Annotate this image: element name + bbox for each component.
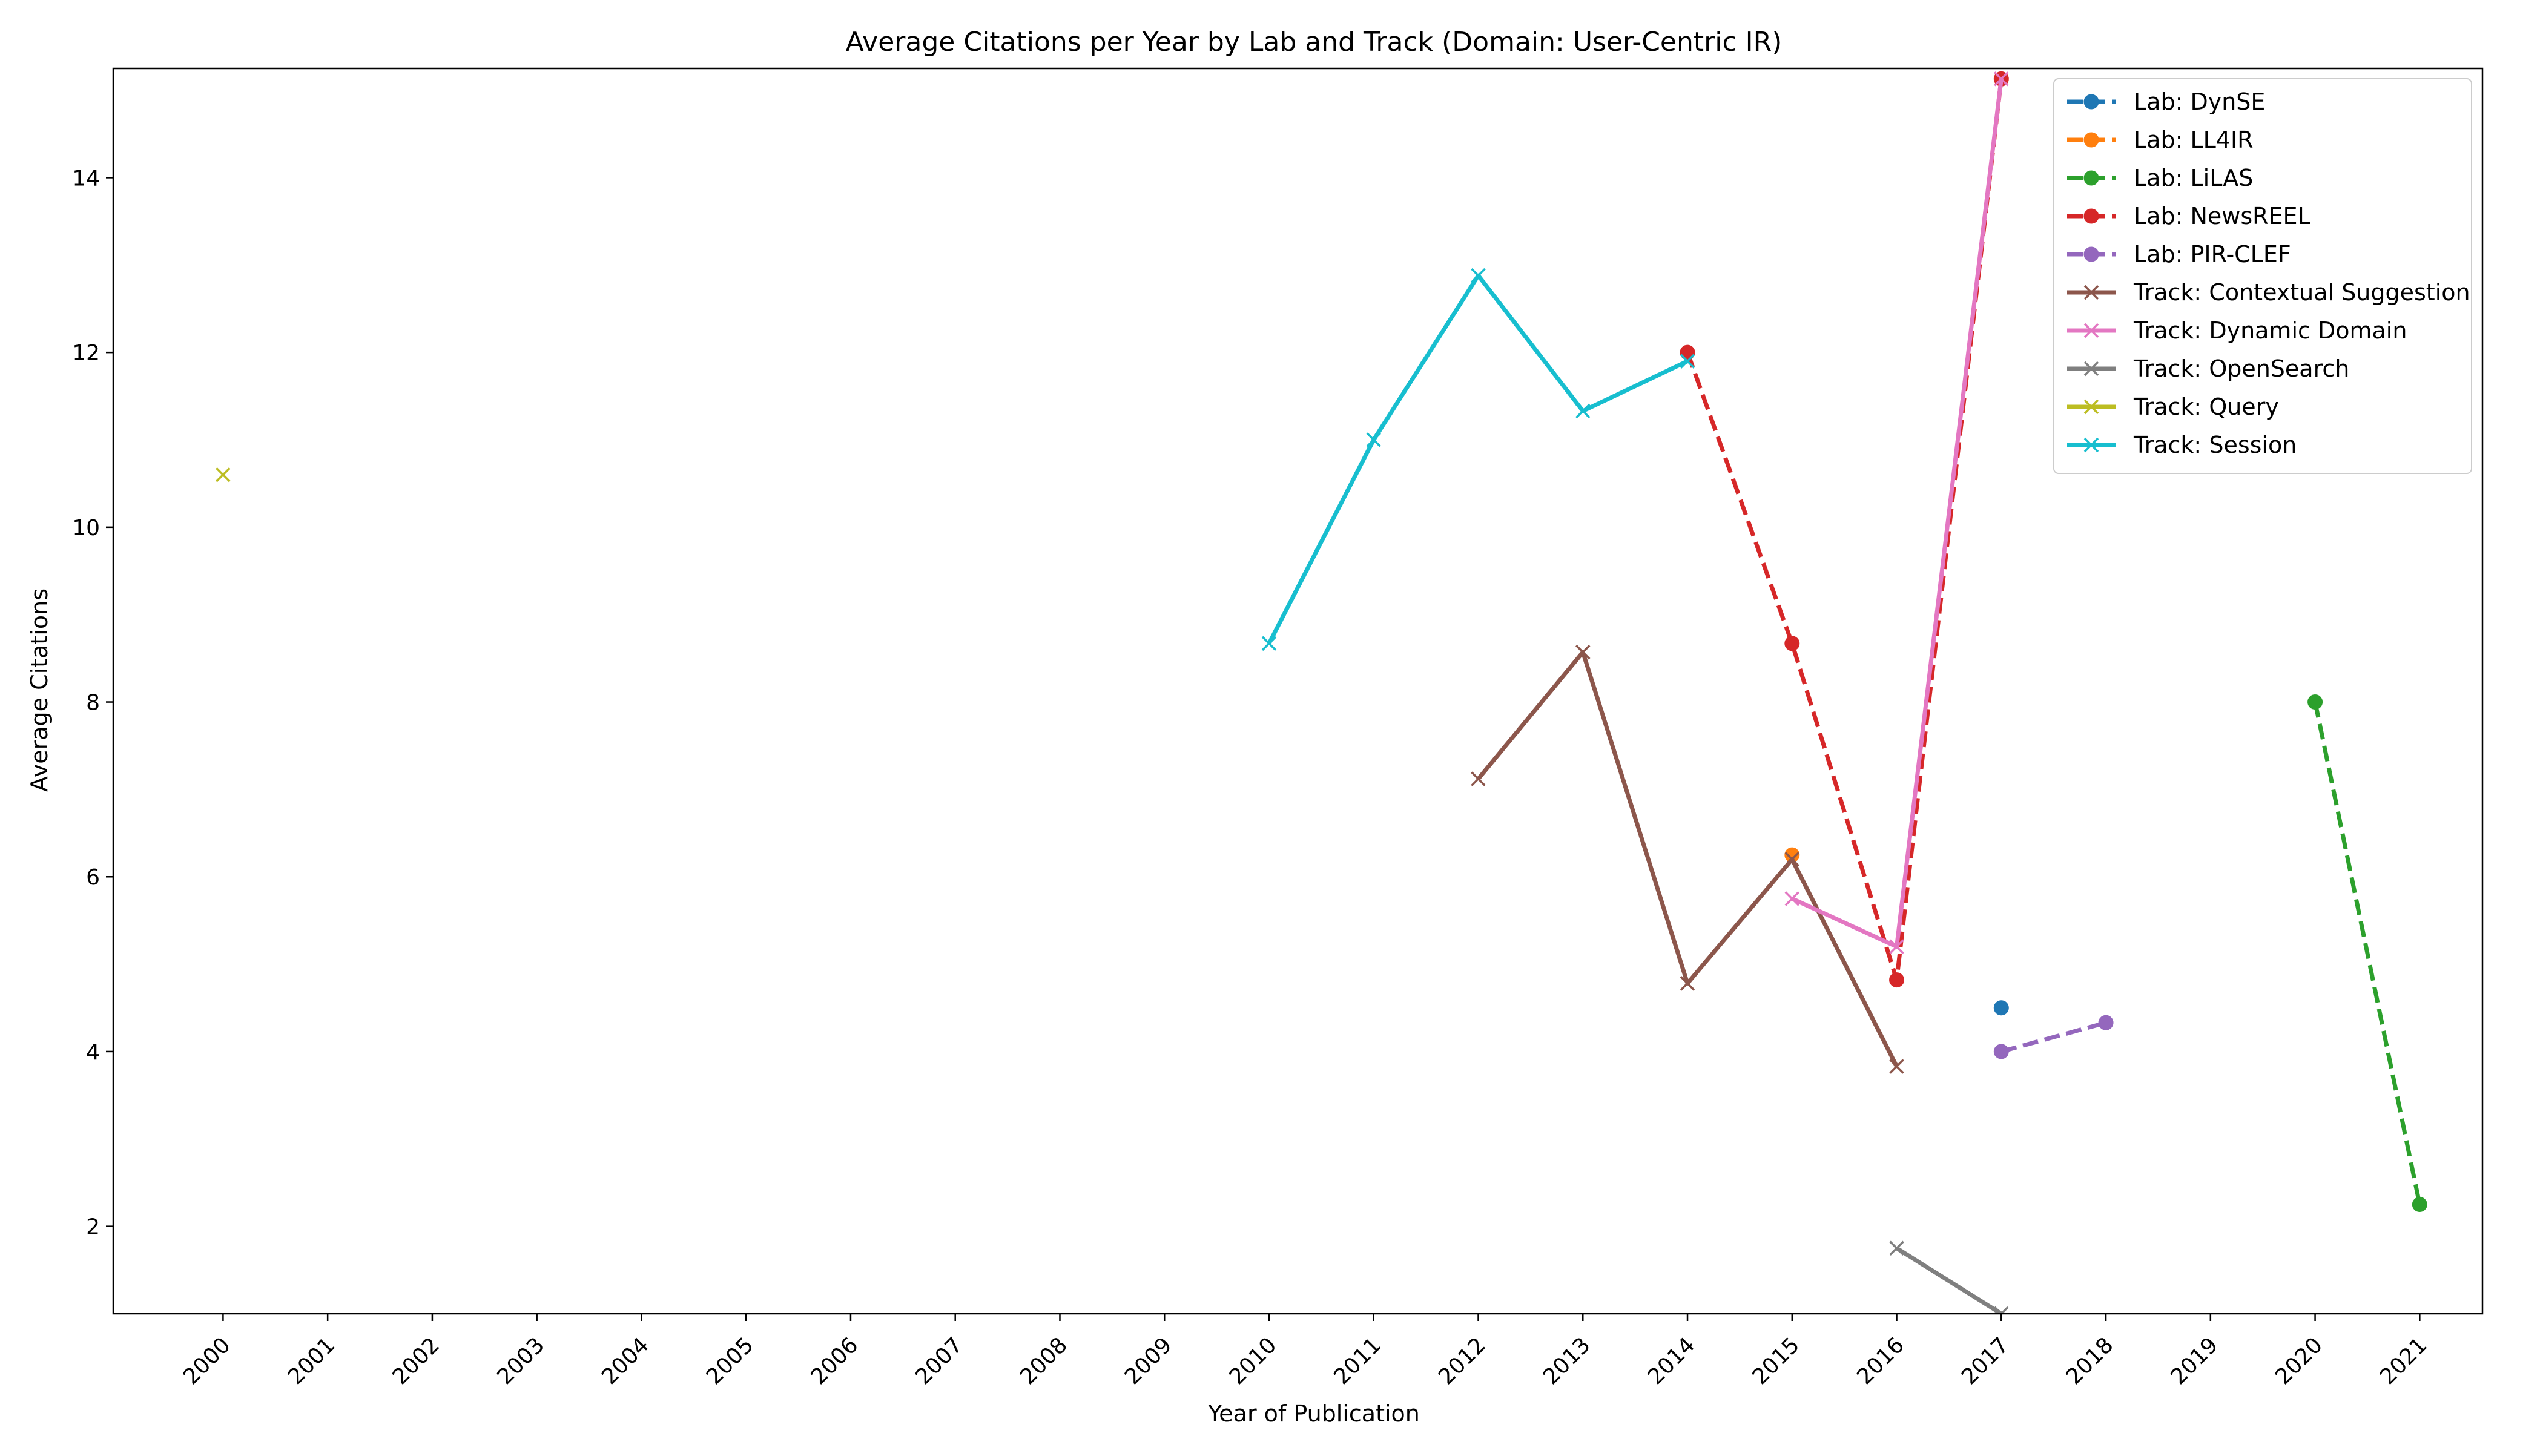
x-axis-label: Year of Publication xyxy=(1207,1400,1420,1427)
data-point-x xyxy=(1366,432,1381,447)
series-4 xyxy=(1993,1015,2114,1059)
data-point-x xyxy=(1471,771,1486,786)
data-point xyxy=(2098,1015,2114,1030)
data-point-x xyxy=(1471,268,1486,283)
data-point xyxy=(2412,1197,2427,1213)
data-point-x xyxy=(1784,891,1800,906)
legend-label: Lab: LL4IR xyxy=(2134,127,2254,153)
y-tick-label: 12 xyxy=(72,341,100,366)
legend-box xyxy=(2053,78,2472,474)
y-tick-label: 8 xyxy=(86,691,100,716)
legend-label: Track: Contextual Suggestion xyxy=(2133,279,2470,306)
legend-label: Lab: LiLAS xyxy=(2134,165,2253,191)
series-line xyxy=(1895,1246,2003,1314)
legend-marker xyxy=(2083,437,2099,453)
legend-label: Lab: PIR-CLEF xyxy=(2134,241,2291,268)
y-tick-label: 6 xyxy=(86,865,100,890)
series-line xyxy=(1685,78,2004,983)
data-point-x xyxy=(1261,636,1277,651)
legend-marker xyxy=(2083,132,2099,148)
series-8 xyxy=(216,467,231,483)
data-point-x xyxy=(1575,403,1591,419)
data-point-x xyxy=(1889,1059,1904,1074)
legend-marker xyxy=(2083,399,2099,415)
legend-marker xyxy=(2083,285,2099,300)
legend: Lab: DynSE Lab: LL4IR Lab: LiLAS Lab: NewsR… xyxy=(2053,78,2472,474)
data-point-x xyxy=(216,467,231,483)
data-point-x xyxy=(1994,71,2009,87)
data-point xyxy=(1993,1044,2009,1059)
series-0 xyxy=(1993,1000,2009,1016)
series-line xyxy=(2000,1020,2106,1054)
legend-entry: Track: OpenSearch xyxy=(2067,355,2349,382)
legend-label: Lab: DynSE xyxy=(2134,88,2265,115)
data-point-x xyxy=(1889,1240,1904,1256)
plot-frame xyxy=(112,67,2484,1315)
series-6 xyxy=(1784,71,2009,954)
legend-marker xyxy=(2083,361,2099,377)
data-point-x xyxy=(1575,645,1591,660)
legend-label: Track: Query xyxy=(2133,394,2279,420)
chart-title: Average Citations per Year by Lab and Tr… xyxy=(846,27,1783,58)
legend-entry: Track: Query xyxy=(2067,394,2279,420)
series-line xyxy=(2313,701,2422,1205)
legend-label: Lab: NewsREEL xyxy=(2134,203,2310,229)
data-point xyxy=(1784,636,1800,651)
y-tick-label: 14 xyxy=(72,166,100,191)
series-9 xyxy=(1261,268,1695,651)
series-2 xyxy=(2307,694,2427,1213)
legend-marker xyxy=(2083,208,2099,224)
data-point-x xyxy=(1994,1306,2009,1314)
legend-entry: Track: Contextual Suggestion xyxy=(2067,279,2470,306)
legend-entry: Track: Session xyxy=(2067,432,2297,458)
data-point xyxy=(2307,694,2323,710)
data-point xyxy=(1993,1000,2009,1016)
data-point-x xyxy=(1680,354,1695,369)
legend-entry: Lab: DynSE xyxy=(2067,88,2265,115)
y-tick-label: 10 xyxy=(72,516,100,541)
legend-marker xyxy=(2083,246,2099,262)
data-point-x xyxy=(1784,852,1800,867)
legend-label: Track: Session xyxy=(2133,432,2297,458)
plot-area xyxy=(216,71,2427,1314)
legend-marker xyxy=(2083,94,2099,110)
legend-entry: Lab: PIR-CLEF xyxy=(2067,241,2291,268)
legend-entry: Lab: NewsREEL xyxy=(2067,203,2310,229)
data-point-x xyxy=(1889,939,1904,954)
legend-label: Track: OpenSearch xyxy=(2133,355,2349,382)
y-tick-label: 2 xyxy=(86,1215,100,1240)
legend-entry: Track: Dynamic Domain xyxy=(2067,317,2407,344)
legend-entry: Lab: LL4IR xyxy=(2067,127,2254,153)
data-point-x xyxy=(1680,976,1695,991)
y-tick-label: 4 xyxy=(86,1040,100,1065)
legend-label: Track: Dynamic Domain xyxy=(2133,317,2407,344)
legend-marker xyxy=(2083,170,2099,186)
series-7 xyxy=(1889,1240,2009,1314)
series-5 xyxy=(1471,645,1904,1074)
data-point xyxy=(1889,972,1905,988)
legend-marker xyxy=(2083,323,2099,338)
y-axis-label: Average Citations xyxy=(26,588,53,792)
legend-entry: Lab: LiLAS xyxy=(2067,165,2253,191)
